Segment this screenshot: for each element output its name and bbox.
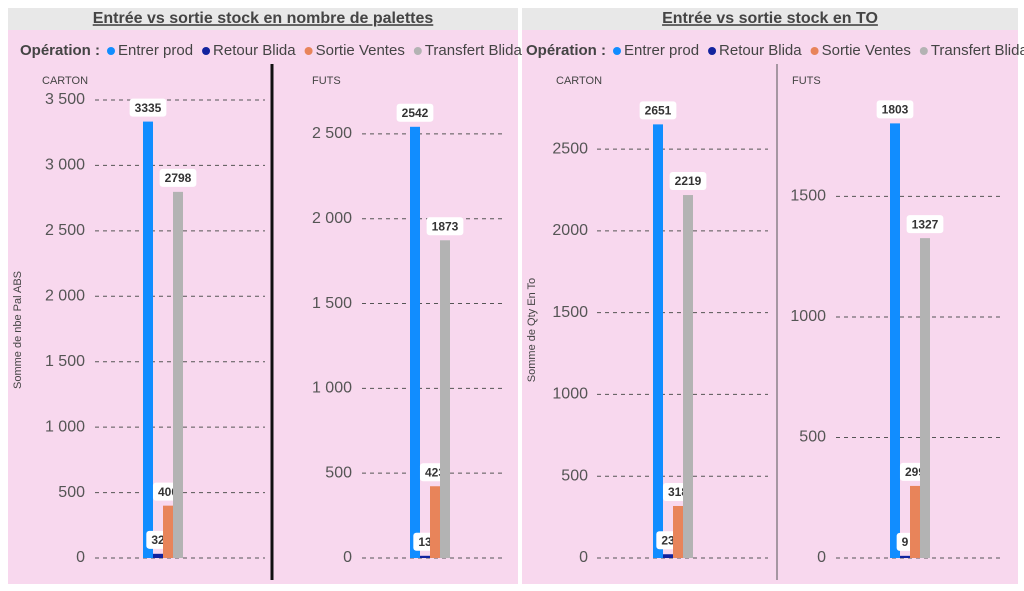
bar xyxy=(920,238,930,558)
bar xyxy=(173,191,183,559)
y-tick-label: 2 000 xyxy=(312,210,352,227)
value-label: 9 xyxy=(902,535,909,549)
bar xyxy=(163,505,173,558)
value-label-bg xyxy=(639,101,677,120)
legend-label: Sortie Ventes xyxy=(822,42,911,59)
value-label: 2219 xyxy=(675,174,702,188)
value-label-bg xyxy=(906,215,944,234)
y-tick-label: 2 500 xyxy=(45,222,85,239)
legend-marker xyxy=(708,47,717,55)
y-tick-label: 500 xyxy=(561,467,588,484)
bar xyxy=(143,121,153,558)
chart-title: FUTS xyxy=(792,75,821,87)
bar xyxy=(683,195,693,558)
value-label-bg xyxy=(669,172,707,191)
value-label-bg xyxy=(396,103,434,122)
legend-marker xyxy=(304,47,313,55)
panel-bg xyxy=(522,8,1018,584)
y-tick-label: 0 xyxy=(817,549,826,566)
y-tick-label: 500 xyxy=(58,484,85,501)
y-tick-label: 2 500 xyxy=(312,125,352,142)
value-label: 32 xyxy=(151,533,165,547)
legend-title: Opération : xyxy=(20,42,100,59)
y-tick-label: 1500 xyxy=(790,188,826,205)
value-label-bg xyxy=(159,168,197,187)
legend-label: Retour Blida xyxy=(213,42,296,59)
y-tick-label: 1500 xyxy=(552,304,588,321)
y-tick-label: 1 500 xyxy=(45,353,85,370)
bar xyxy=(900,555,910,558)
bar xyxy=(653,124,663,559)
bar xyxy=(153,553,163,558)
y-tick-label: 2500 xyxy=(552,140,588,157)
y-tick-label: 500 xyxy=(799,429,826,446)
value-label: 1803 xyxy=(882,103,909,117)
bar xyxy=(890,123,900,558)
y-axis-label: Somme de nbe Pal ABS xyxy=(12,271,24,389)
y-tick-label: 0 xyxy=(76,549,85,566)
legend-marker xyxy=(202,47,211,55)
chart-title: CARTON xyxy=(42,75,88,87)
y-axis-label: Somme de Qty En To xyxy=(526,278,538,382)
value-label: 13 xyxy=(418,535,432,549)
y-tick-label: 0 xyxy=(343,549,352,566)
chart-title: CARTON xyxy=(556,75,602,87)
panel-header xyxy=(8,8,518,30)
bar xyxy=(910,485,920,558)
bar xyxy=(440,240,450,559)
bar xyxy=(410,126,420,558)
bar xyxy=(420,555,430,558)
bar xyxy=(663,554,673,558)
chart-title: FUTS xyxy=(312,75,341,87)
value-label-bg xyxy=(426,217,464,236)
legend-label: Transfert Blida xyxy=(931,42,1024,59)
y-tick-label: 1000 xyxy=(552,386,588,403)
legend-marker xyxy=(413,47,422,55)
y-tick-label: 1 000 xyxy=(312,380,352,397)
legend-label: Sortie Ventes xyxy=(316,42,405,59)
y-tick-label: 1 000 xyxy=(45,418,85,435)
value-label: 3335 xyxy=(135,101,162,115)
y-tick-label: 0 xyxy=(579,549,588,566)
y-tick-label: 500 xyxy=(325,464,352,481)
legend-label: Retour Blida xyxy=(719,42,802,59)
value-label: 2651 xyxy=(645,104,672,118)
value-label: 2798 xyxy=(165,171,192,185)
value-label-bg xyxy=(876,100,914,119)
value-label-bg xyxy=(129,98,167,117)
y-tick-label: 2 000 xyxy=(45,288,85,305)
value-label: 2542 xyxy=(402,106,429,120)
legend-marker xyxy=(613,47,621,55)
legend-title: Opération : xyxy=(526,42,606,59)
legend-label: Entrer prod xyxy=(624,42,699,59)
y-tick-label: 2000 xyxy=(552,222,588,239)
y-tick-label: 1000 xyxy=(790,308,826,325)
y-tick-label: 3 000 xyxy=(45,157,85,174)
legend-marker xyxy=(810,47,819,55)
legend-label: Entrer prod xyxy=(118,42,193,59)
value-label: 1327 xyxy=(912,217,939,231)
panel-header xyxy=(522,8,1018,30)
value-label: 1873 xyxy=(432,219,459,233)
value-label-bg xyxy=(896,532,914,551)
panel-title: Entrée vs sortie stock en TO xyxy=(662,10,878,27)
bar xyxy=(430,486,440,558)
y-tick-label: 1 500 xyxy=(312,295,352,312)
legend-label: Transfert Blida xyxy=(425,42,523,59)
bar xyxy=(673,505,683,558)
panel-title: Entrée vs sortie stock en nombre de pale… xyxy=(93,10,434,27)
legend-marker xyxy=(107,47,115,55)
value-label: 23 xyxy=(661,533,675,547)
y-tick-label: 3 500 xyxy=(45,91,85,108)
legend-marker xyxy=(919,47,928,55)
